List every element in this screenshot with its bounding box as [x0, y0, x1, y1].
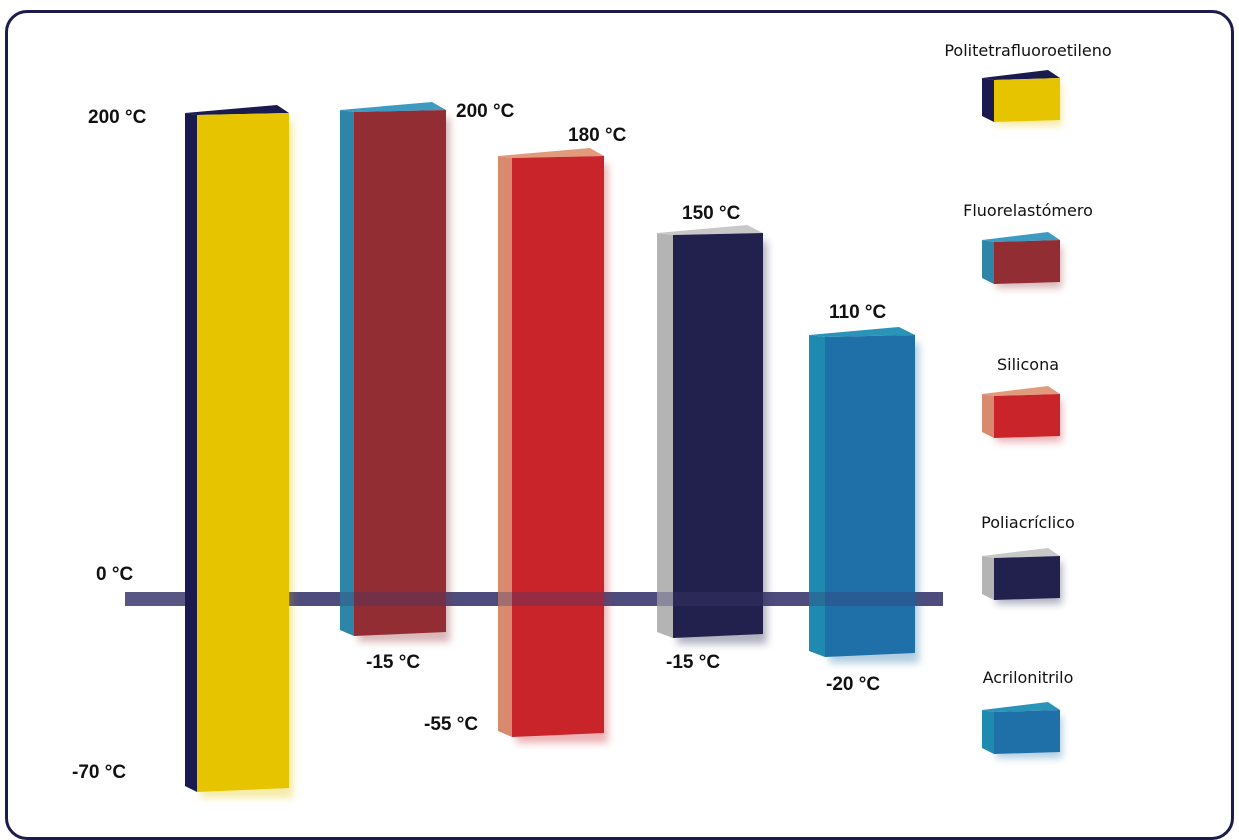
bar-5 [809, 327, 919, 663]
legend-swatch [994, 78, 1060, 122]
bar-side-face [498, 156, 512, 737]
bar-side-face [809, 335, 825, 657]
min-label-4: -15 °C [666, 652, 720, 673]
min-label-2: -15 °C [366, 652, 420, 673]
legend-swatch [994, 710, 1060, 754]
zero-label: 0 °C [96, 564, 133, 585]
legend-swatch-top [982, 548, 1060, 558]
legend-label: Fluorelastómero [963, 201, 1093, 220]
legend-swatch-top [982, 232, 1060, 242]
legend-swatch [994, 240, 1060, 284]
max-label-4: 150 °C [682, 203, 741, 224]
bar-top-face [498, 148, 604, 158]
bar-side-face [340, 110, 354, 636]
bar-front-face [354, 110, 446, 636]
min-label-3: -55 °C [424, 714, 478, 735]
legend-item-4: Poliacríclico [981, 513, 1075, 604]
bar-side-face [657, 233, 673, 638]
legend-item-1: Politetrafluoroetileno [944, 41, 1112, 126]
legend-swatch-top [982, 386, 1060, 396]
max-label-2: 200 °C [456, 101, 515, 122]
max-label-5: 110 °C [829, 302, 887, 323]
bar-front-face [197, 113, 289, 792]
legend-item-2: Fluorelastómero [963, 201, 1093, 288]
bar-top-face [809, 327, 915, 337]
bar-top-face [185, 105, 289, 115]
legend-item-3: Silicona [982, 355, 1062, 442]
bar-4 [657, 225, 767, 644]
legend-swatch-top [982, 702, 1060, 712]
legend-swatch-top [982, 70, 1060, 80]
max-label-3: 180 °C [568, 125, 627, 146]
legend-swatch [994, 394, 1060, 438]
min-label-1: -70 °C [72, 762, 126, 783]
legend-item-5: Acrilonitrilo [982, 668, 1073, 758]
legend-label: Acrilonitrilo [983, 668, 1074, 687]
legend-swatch-side [982, 240, 994, 284]
legend-label: Poliacríclico [981, 513, 1075, 532]
legend-label: Silicona [997, 355, 1059, 374]
legend-swatch-side [982, 78, 994, 122]
bar-top-face [340, 102, 446, 112]
bar-front-face [825, 335, 915, 657]
bar-3 [498, 148, 608, 743]
bar-1 [185, 105, 293, 798]
legend-label: Politetrafluoroetileno [944, 41, 1111, 60]
bar-top-face [657, 225, 763, 235]
min-label-5: -20 °C [826, 674, 880, 695]
legend-swatch-side [982, 556, 994, 600]
legend-swatch-side [982, 710, 994, 754]
bar-front-face [512, 156, 604, 737]
max-label-1: 200 °C [88, 107, 147, 128]
bar-side-face [185, 113, 197, 792]
range-bar-chart: 0 °C 200 °C -70 °C 200 °C -15 °C 180 °C -55 °C… [72, 41, 1112, 798]
zero-line-overlay [290, 592, 943, 606]
bar-front-face [673, 233, 763, 638]
legend-swatch [994, 556, 1060, 600]
legend-swatch-side [982, 394, 994, 438]
bar-2 [340, 102, 450, 642]
